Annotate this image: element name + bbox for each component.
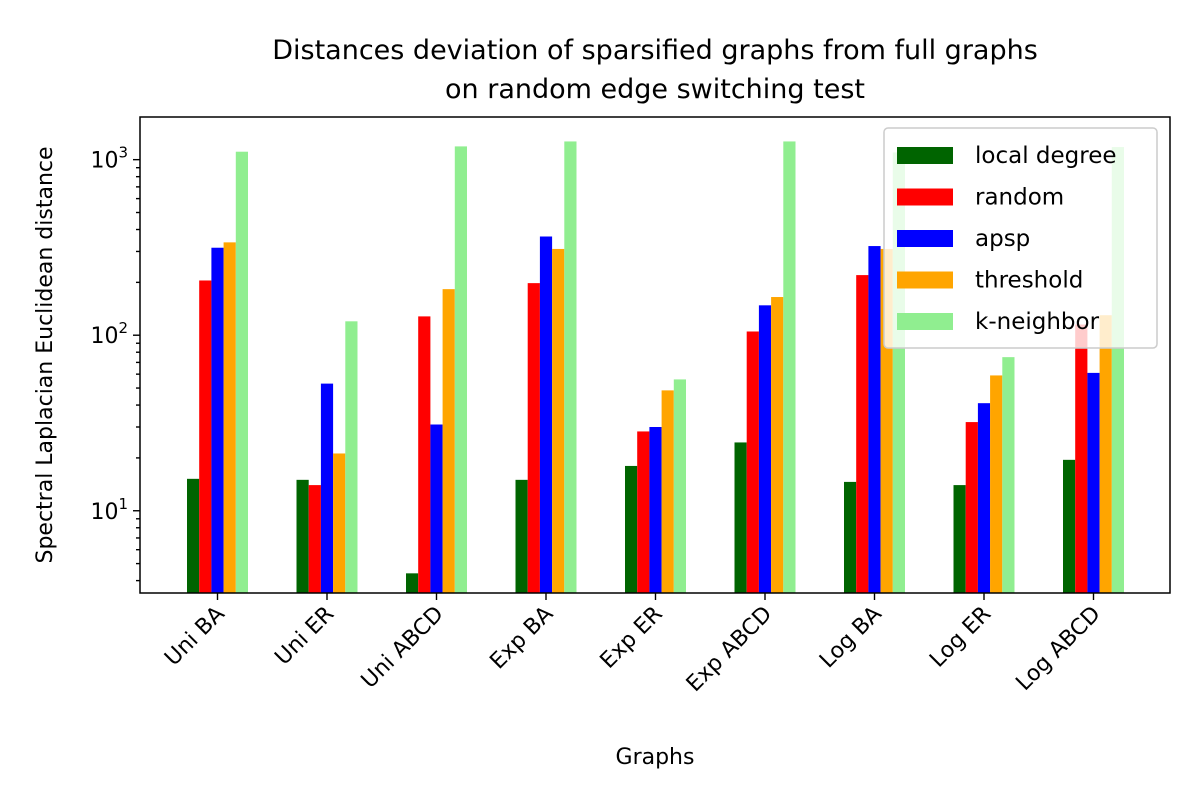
bar-random-uni-ba [199, 280, 212, 593]
bar-local-degree-uni-er [296, 479, 309, 593]
bar-random-uni-abcd [418, 316, 431, 593]
bar-threshold-exp-abcd [771, 297, 784, 593]
legend-swatch-threshold [897, 271, 953, 289]
x-axis-label: Graphs [616, 745, 695, 770]
legend-swatch-k-neighbor [897, 313, 953, 330]
x-tick-label: Exp ABCD [682, 602, 777, 697]
bar-apsp-log-abcd [1087, 372, 1100, 593]
bar-threshold-log-abcd [1099, 315, 1112, 593]
bar-apsp-log-ba [868, 246, 881, 593]
bar-apsp-uni-er [320, 383, 334, 593]
bar-local-degree-uni-abcd [406, 573, 419, 593]
y-axis-label: Spectral Laplacian Euclidean distance [33, 146, 58, 563]
x-ticks-group: Uni BA Uni ER Uni ABCD Exp BA Exp ER Exp ABCD… [160, 593, 1106, 697]
bar-random-exp-abcd [746, 331, 759, 593]
bar-threshold-exp-er [661, 390, 674, 593]
legend-label-apsp: apsp [975, 226, 1030, 252]
legend-box [883, 127, 1158, 349]
bar-threshold-uni-er [333, 453, 346, 593]
bar-random-log-ba [856, 275, 869, 593]
plot-frame [139, 116, 1171, 594]
legend-label-local-degree: local degree [975, 143, 1117, 169]
bar-apsp-log-er [977, 403, 991, 593]
bar-apsp-uni-abcd [430, 424, 443, 593]
legend-label-threshold: threshold [975, 268, 1083, 294]
bar-local-degree-exp-abcd [734, 442, 747, 593]
bar-random-log-abcd [1075, 324, 1088, 593]
chart-title-line-1: Distances deviation of sparsified graphs… [272, 35, 1038, 66]
bar-local-degree-uni-ba [187, 478, 200, 593]
bar-k-neighbor-exp-ba [564, 141, 577, 593]
x-tick-label: Exp ER [596, 602, 668, 674]
chart-title-line-2: on random edge switching test [445, 74, 865, 105]
bar-local-degree-log-er [953, 485, 966, 593]
y-tick-label: 103 [90, 144, 128, 174]
x-tick-label: Uni BA [160, 602, 230, 672]
bar-threshold-uni-abcd [442, 289, 455, 593]
x-tick-label: Uni ABCD [357, 602, 449, 694]
bar-k-neighbor-exp-er [673, 379, 686, 593]
bars-group [187, 141, 1124, 594]
x-tick-label: Uni ER [270, 602, 339, 671]
bar-apsp-exp-er [649, 427, 662, 593]
bar-k-neighbor-exp-abcd [783, 141, 796, 593]
legend-swatch-local-degree [897, 147, 953, 164]
bar-apsp-uni-ba [211, 247, 224, 594]
x-tick-label: Log ER [925, 602, 996, 673]
legend-swatch-random [897, 188, 953, 206]
bar-k-neighbor-uni-abcd [454, 146, 467, 593]
legend-swatch-apsp [897, 230, 953, 247]
y-ticks-group: 101 102 103 [90, 144, 140, 582]
bar-random-log-er [965, 422, 978, 593]
bar-apsp-exp-ba [539, 236, 553, 593]
x-tick-label: Exp BA [485, 602, 558, 675]
legend-label-k-neighbor: k-neighbor [975, 309, 1100, 335]
y-tick-label: 101 [90, 495, 128, 525]
bar-local-degree-log-ba [844, 481, 857, 593]
bar-k-neighbor-uni-er [345, 321, 358, 593]
bar-threshold-log-er [990, 375, 1003, 593]
bar-threshold-exp-ba [552, 248, 565, 593]
x-tick-label: Log BA [815, 602, 887, 674]
bar-local-degree-exp-ba [515, 479, 528, 593]
legend: local degree random apsp threshold k-neighbo… [883, 127, 1158, 349]
bar-random-exp-ba [527, 283, 540, 593]
bar-random-exp-er [637, 431, 650, 593]
bar-k-neighbor-uni-ba [235, 151, 248, 593]
bar-apsp-exp-abcd [758, 305, 772, 593]
bar-k-neighbor-log-er [1002, 357, 1015, 593]
y-tick-label: 102 [90, 319, 128, 349]
legend-label-random: random [975, 185, 1064, 211]
bar-threshold-uni-ba [223, 242, 236, 594]
bar-local-degree-log-abcd [1063, 459, 1076, 593]
bar-local-degree-exp-er [625, 465, 638, 593]
x-tick-label: Log ABCD [1011, 602, 1105, 696]
bar-random-uni-er [308, 485, 321, 593]
